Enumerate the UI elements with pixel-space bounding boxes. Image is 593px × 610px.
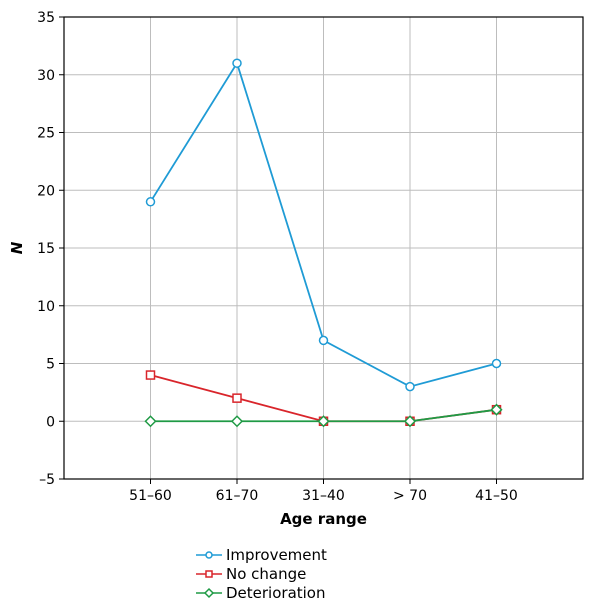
y-tick-label: 0 bbox=[46, 414, 55, 430]
y-axis-ticks: –5 0 5 10 15 20 25 30 35 bbox=[37, 10, 64, 488]
x-tick-label: 61–70 bbox=[216, 488, 259, 504]
y-tick-label: 15 bbox=[37, 241, 55, 257]
y-tick-label: 10 bbox=[37, 299, 55, 315]
legend-no-change-point bbox=[205, 570, 213, 578]
y-tick-label: –5 bbox=[39, 472, 55, 488]
legend-label-improvement: Improvement bbox=[226, 546, 327, 564]
y-tick-label: 35 bbox=[37, 10, 55, 26]
x-tick-label: 41–50 bbox=[475, 488, 518, 504]
series-improvement-point bbox=[491, 358, 502, 369]
series-group bbox=[144, 58, 503, 428]
y-tick-label: 25 bbox=[37, 126, 55, 142]
series-deterioration-point bbox=[317, 415, 330, 428]
y-tick-label: 20 bbox=[37, 183, 55, 199]
series-deterioration-point bbox=[144, 415, 157, 428]
legend-label-no-change: No change bbox=[226, 565, 306, 583]
legend-label-deterioration: Deterioration bbox=[226, 584, 326, 602]
y-axis-label: N bbox=[8, 241, 26, 254]
x-tick-label: > 70 bbox=[393, 488, 427, 504]
x-tick-label: 51–60 bbox=[129, 488, 172, 504]
series-deterioration-point bbox=[403, 415, 417, 428]
series-no-change-point bbox=[232, 393, 242, 403]
x-tick-label: 31–40 bbox=[302, 488, 345, 504]
series-improvement-point bbox=[232, 58, 242, 68]
series-no-change-point bbox=[145, 370, 156, 380]
series-deterioration-point bbox=[490, 403, 503, 416]
series-improvement-point bbox=[405, 381, 415, 392]
series-improvement-point bbox=[145, 197, 156, 207]
y-tick-label: 5 bbox=[46, 357, 55, 373]
grid-lines bbox=[64, 16, 583, 480]
series-deterioration-point bbox=[230, 415, 244, 428]
x-axis-ticks: 51–60 61–70 31–40 > 70 41–50 bbox=[129, 479, 518, 504]
legend-improvement-point bbox=[205, 551, 213, 559]
y-tick-label: 30 bbox=[37, 68, 55, 84]
series-improvement-point bbox=[318, 335, 329, 346]
x-axis-label: Age range bbox=[280, 510, 367, 528]
legend-deterioration-point bbox=[203, 587, 215, 599]
